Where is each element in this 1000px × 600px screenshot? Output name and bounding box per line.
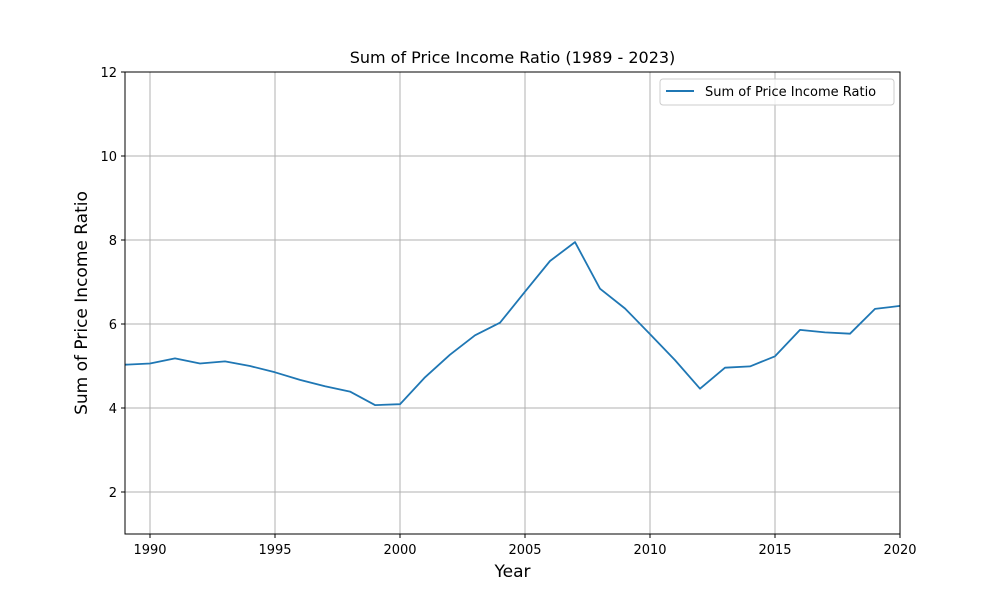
plot-frame xyxy=(124,71,901,535)
x-tick-label: 2020 xyxy=(883,543,916,558)
y-tick-label: 6 xyxy=(109,318,117,333)
x-tick-label: 1995 xyxy=(258,543,291,558)
series-line xyxy=(124,241,901,407)
x-tick-label: 1990 xyxy=(133,543,166,558)
x-tick-label: 2015 xyxy=(758,543,791,558)
y-tick-label: 12 xyxy=(100,66,117,81)
y-axis-title: Sum of Price Income Ratio xyxy=(72,191,92,415)
ticks: 1990 1995 2000 2005 2010 2015 2020 2 4 6 8 10 12 xyxy=(100,66,916,558)
legend: Sum of Price Income Ratio xyxy=(659,78,895,106)
y-tick-label: 8 xyxy=(109,234,117,249)
y-tick-label: 2 xyxy=(109,486,117,501)
x-axis-title: Year xyxy=(494,562,531,582)
y-tick-label: 10 xyxy=(100,150,117,165)
y-tick-label: 4 xyxy=(109,402,117,417)
grid xyxy=(125,71,901,534)
x-tick-label: 2010 xyxy=(633,543,666,558)
legend-box xyxy=(659,78,895,106)
x-tick-label: 2005 xyxy=(508,543,541,558)
chart-title: Sum of Price Income Ratio (1989 - 2023) xyxy=(350,48,676,67)
x-tick-label: 2000 xyxy=(383,543,416,558)
legend-label: Sum of Price Income Ratio xyxy=(705,85,876,100)
series-layer xyxy=(124,241,901,407)
